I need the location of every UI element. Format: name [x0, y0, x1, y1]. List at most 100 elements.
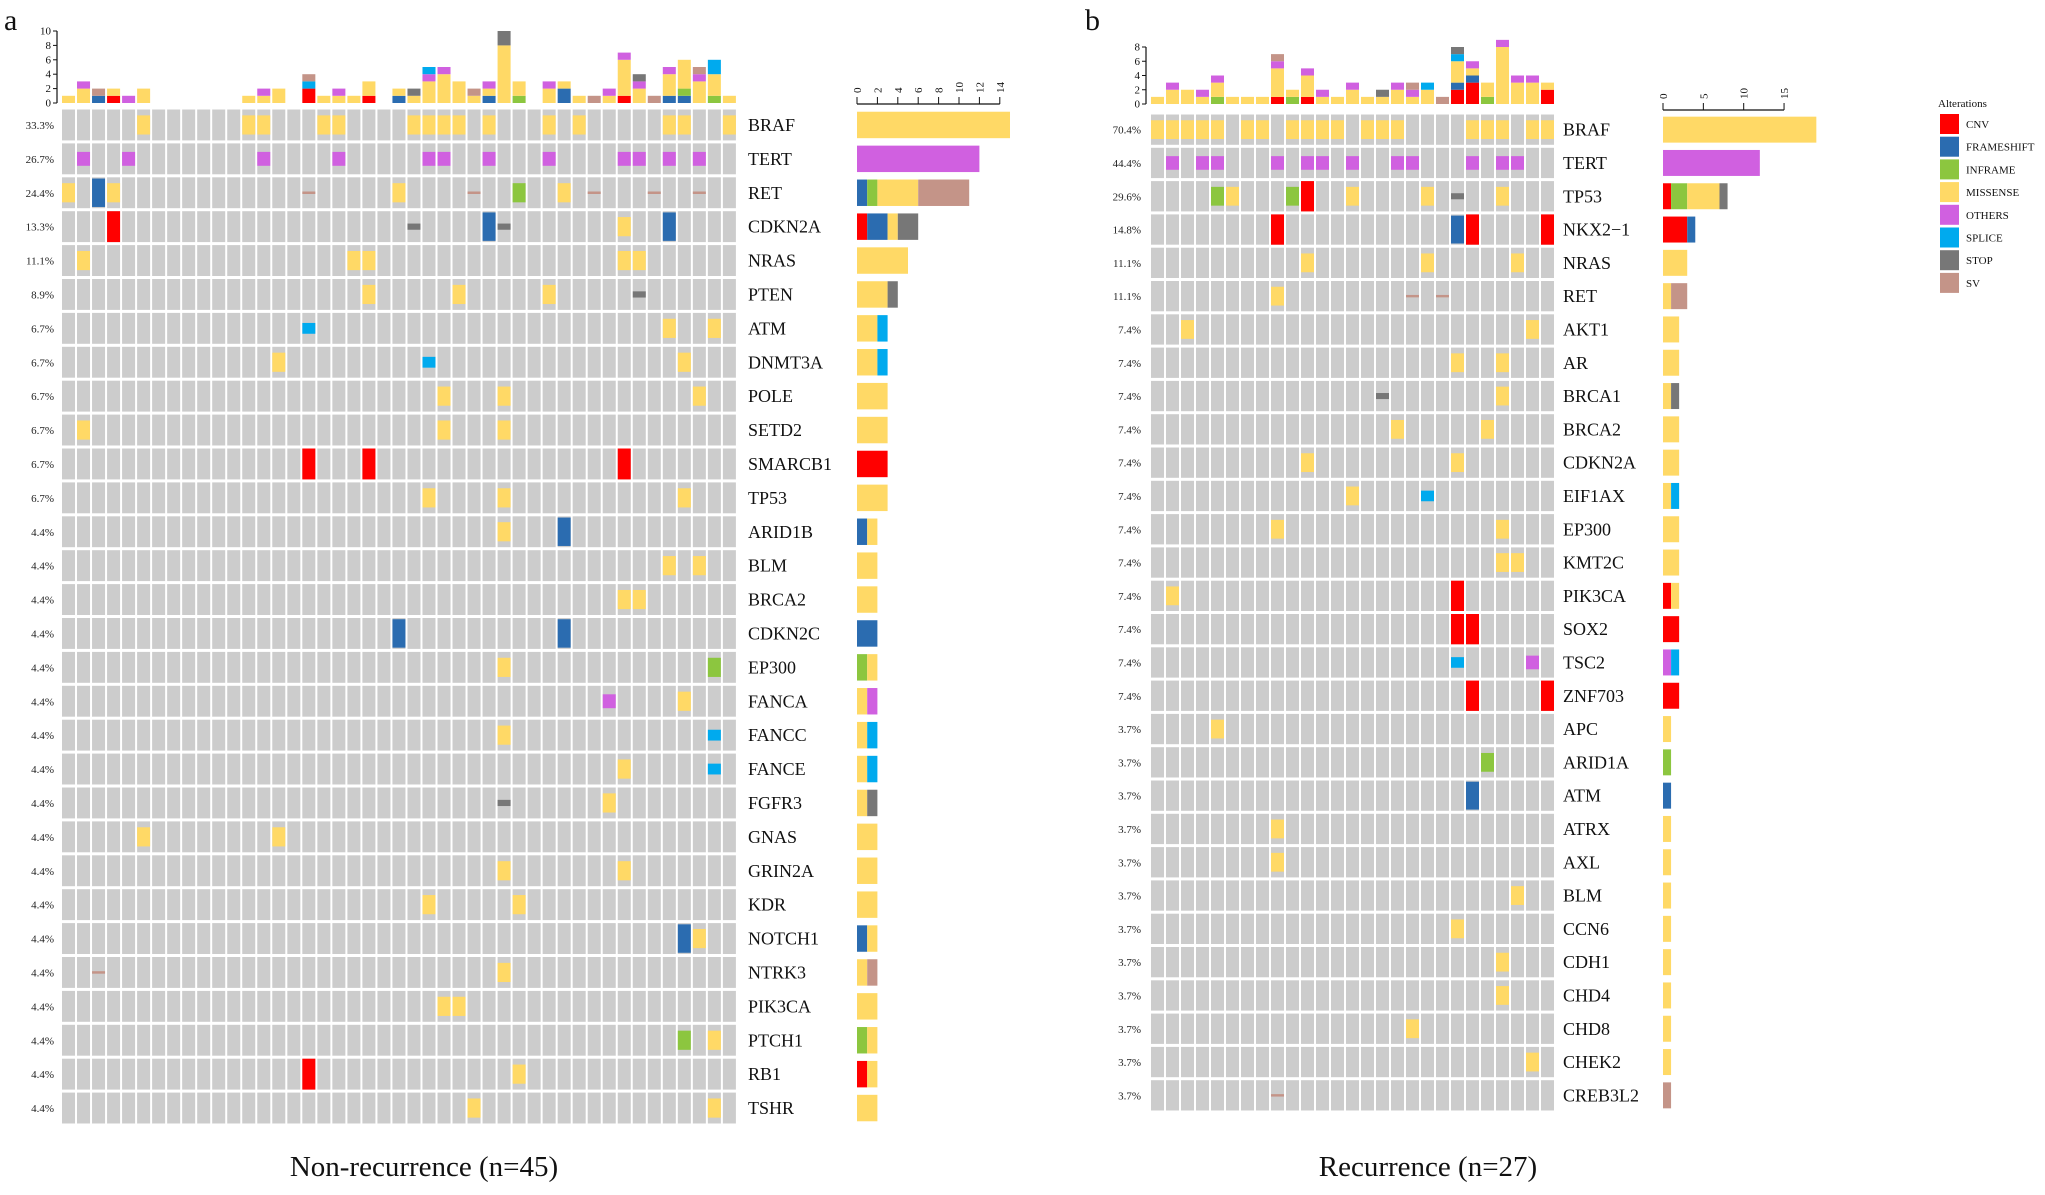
matrix-cell [677, 821, 691, 853]
tmb-bar-segment [1196, 96, 1209, 104]
matrix-cell [707, 957, 721, 988]
matrix-cell [227, 312, 241, 344]
matrix-cell [62, 618, 76, 649]
tmb-bar-segment [1466, 61, 1479, 69]
matrix-cell [362, 685, 376, 717]
matrix-cell [212, 109, 226, 141]
matrix-cell [1391, 947, 1404, 978]
matrix-cell [692, 448, 706, 480]
matrix-cell [1196, 281, 1209, 312]
matrix-cell [602, 1058, 616, 1090]
matrix-cell [1481, 214, 1494, 245]
matrix-cell [182, 787, 196, 819]
matrix-cell [422, 855, 436, 887]
matrix-cell [1226, 747, 1239, 778]
matrix-cell [182, 651, 196, 683]
matrix-cell [62, 957, 76, 988]
matrix-cell [1376, 980, 1389, 1011]
matrix-cell [557, 787, 571, 819]
matrix-cell [1331, 813, 1344, 845]
matrix-cell [572, 685, 586, 717]
matrix-cell [1301, 547, 1314, 578]
matrix-cell [1496, 614, 1509, 645]
matrix-cell [197, 753, 211, 785]
matrix-cell [107, 889, 121, 921]
matrix-cell [392, 414, 406, 446]
matrix-cell [1226, 347, 1239, 378]
matrix-cell [1226, 680, 1239, 711]
matrix-cell [122, 889, 136, 921]
matrix-cell [512, 312, 526, 344]
matrix-cell [1151, 314, 1164, 345]
matrix-cell [302, 651, 316, 683]
matrix-cell [722, 414, 736, 446]
matrix-cell [1181, 880, 1194, 911]
matrix-cell [1436, 647, 1449, 678]
matrix-cell [632, 550, 646, 582]
matrix-cell [317, 584, 331, 615]
matrix-cell [197, 516, 211, 548]
matrix-cell [407, 1058, 421, 1090]
matrix-cell [662, 177, 676, 209]
matrix-cell [482, 1024, 496, 1056]
matrix-cell [227, 889, 241, 921]
matrix-cell [77, 957, 91, 988]
matrix-cell [632, 923, 646, 954]
matrix-cell [317, 1092, 331, 1124]
matrix-cell [1181, 1046, 1194, 1078]
matrix-cell [1316, 780, 1329, 811]
alteration-mark [497, 386, 511, 406]
matrix-cell [692, 279, 706, 310]
matrix-cell [1286, 947, 1299, 978]
matrix-cell [512, 753, 526, 785]
matrix-cell [152, 245, 166, 276]
matrix-cell [287, 550, 301, 582]
matrix-cell [707, 516, 721, 548]
matrix-cell [1391, 480, 1404, 512]
gene-row: 7.4% KMT2C [1118, 547, 1624, 578]
matrix-cell [512, 109, 526, 141]
matrix-cell [1391, 281, 1404, 312]
matrix-cell [1466, 380, 1479, 412]
tmb-bar-segment [1286, 89, 1299, 97]
matrix-cell [392, 448, 406, 480]
y-tick-label: 8 [1135, 42, 1141, 54]
matrix-cell [167, 211, 181, 243]
matrix-cell [227, 584, 241, 615]
matrix-cell [1286, 380, 1299, 412]
gene-name-label: POLE [748, 386, 793, 406]
matrix-cell [677, 957, 691, 988]
matrix-cell [1181, 614, 1194, 645]
matrix-cell [707, 211, 721, 243]
matrix-cell [527, 109, 541, 141]
matrix-cell [287, 380, 301, 412]
matrix-cell [1466, 847, 1479, 878]
matrix-cell [392, 1058, 406, 1090]
matrix-cell [497, 923, 511, 954]
matrix-cell [92, 1024, 106, 1056]
matrix-cell [1481, 147, 1494, 179]
matrix-cell [1241, 780, 1254, 811]
matrix-cell [362, 380, 376, 412]
matrix-cell [122, 1058, 136, 1090]
matrix-cell [1241, 813, 1254, 845]
matrix-cell [707, 618, 721, 649]
gene-bar-segment [857, 1060, 868, 1088]
matrix-cell [92, 448, 106, 480]
matrix-cell [1241, 913, 1254, 944]
matrix-cell [317, 550, 331, 582]
gene-bar-segment [1663, 682, 1680, 709]
matrix-cell [692, 753, 706, 785]
matrix-cell [1361, 747, 1374, 778]
matrix-cell [1346, 414, 1359, 445]
matrix-cell [377, 651, 391, 683]
matrix-cell [1346, 114, 1359, 145]
matrix-cell [1346, 314, 1359, 345]
matrix-cell [1166, 514, 1179, 545]
matrix-cell [1346, 347, 1359, 378]
alteration-mark [1331, 120, 1344, 140]
gene-frequency-label: 7.4% [1118, 324, 1141, 336]
matrix-cell [1211, 547, 1224, 578]
matrix-cell [1361, 913, 1374, 944]
matrix-cell [1316, 713, 1329, 745]
